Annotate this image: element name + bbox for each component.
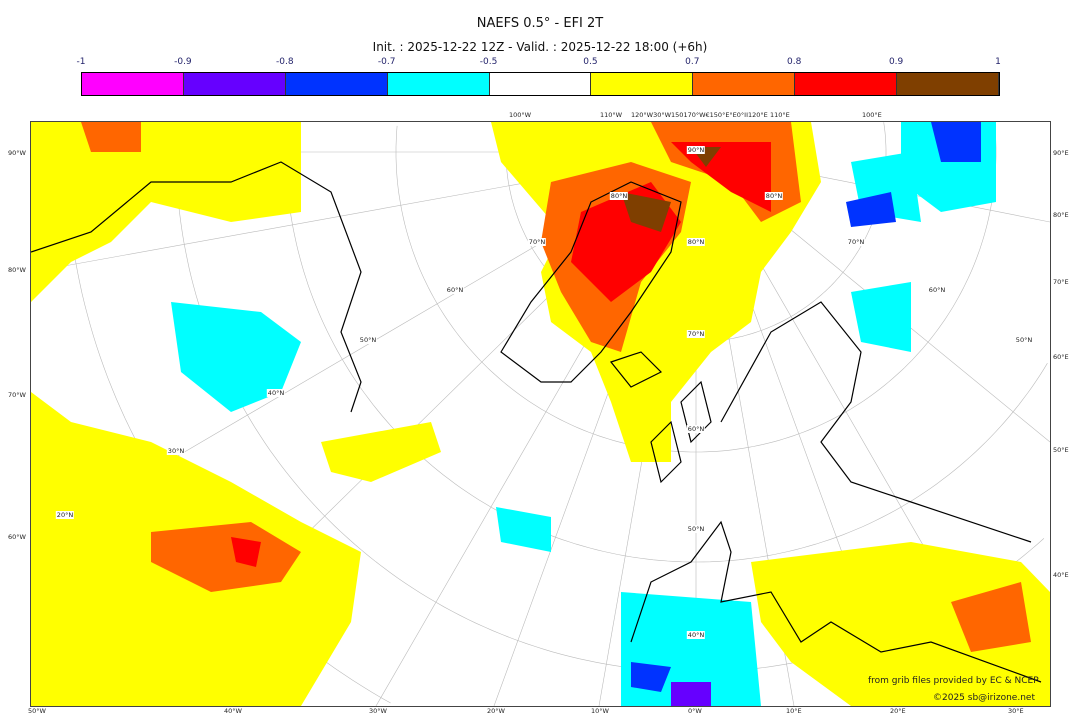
colorbar-swatch: [591, 73, 694, 95]
latitude-circle: [285, 123, 1048, 563]
axis-label-left: 70°W: [8, 391, 26, 399]
axis-label-bottom: 20°E: [890, 707, 906, 715]
colorbar-swatch: [183, 73, 286, 95]
axis-label-right: 40°E: [1053, 571, 1069, 579]
axis-label-bottom: 10°E: [786, 707, 802, 715]
latitude-label: 60°N: [927, 286, 947, 294]
axis-label-right: 80°E: [1053, 211, 1069, 219]
latitude-label: 40°N: [686, 631, 706, 639]
axis-label-left: 60°W: [8, 533, 26, 541]
map-area[interactable]: 90°N 80°N 80°N 70°N 80°N 70°N 60°N 60°N 70°N 50°N…: [30, 121, 1051, 707]
latitude-label: 70°N: [527, 238, 547, 246]
latitude-label: 70°N: [846, 238, 866, 246]
credit-source: from grib files provided by EC & NCEP: [868, 676, 1039, 686]
colorbar-tick: -0.8: [275, 57, 294, 67]
chart-subtitle: Init. : 2025-12-22 12Z - Valid. : 2025-1…: [372, 40, 708, 54]
efi-purple: [671, 682, 711, 706]
chart-title: NAEFS 0.5° - EFI 2T: [476, 16, 604, 31]
latitude-label: 50°N: [686, 525, 706, 533]
colorbar-swatch: [82, 73, 184, 95]
axis-label-right: 70°E: [1053, 278, 1069, 286]
axis-label-bottom: 10°W: [591, 707, 609, 715]
axis-label-bottom: 30°W: [369, 707, 387, 715]
axis-label-bottom: 50°W: [28, 707, 46, 715]
colorbar-tick: 0.9: [888, 57, 904, 67]
axis-label-left: 80°W: [8, 266, 26, 274]
efi-blue: [631, 122, 981, 692]
colorbar: [81, 72, 1000, 96]
latitude-label: 80°N: [764, 192, 784, 200]
axis-label-left: 90°W: [8, 149, 26, 157]
coastlines: [31, 161, 1042, 683]
axis-label-top: 120°W30°W150170°W€150°E°E0°II120°E: [631, 111, 768, 119]
axis-label-top: 100°E: [862, 111, 882, 119]
axis-label-right: 60°E: [1053, 353, 1069, 361]
latitude-label: 80°N: [686, 238, 706, 246]
axis-label-bottom: 30°E: [1008, 707, 1024, 715]
colorbar-tick: 0.8: [787, 57, 802, 67]
latitude-label: 60°N: [686, 425, 706, 433]
colorbar-swatch: [693, 73, 796, 95]
colorbar-tick: 0.7: [685, 57, 700, 67]
latitude-label: 90°N: [686, 146, 706, 154]
latitude-label: 50°N: [1014, 336, 1034, 344]
colorbar-swatch: [795, 73, 898, 95]
latitude-circle: [395, 125, 997, 453]
axis-label-top: 100°W: [509, 111, 532, 119]
latitude-label: 80°N: [609, 192, 629, 200]
latitude-label: 40°N: [266, 389, 286, 397]
colorbar-tick: 1: [995, 57, 1001, 67]
latitude-label: 30°N: [166, 447, 186, 455]
credit-copyright: ©2025 sb@irizone.net: [933, 693, 1035, 703]
latitude-label: 20°N: [55, 511, 75, 519]
colorbar-swatch: [387, 73, 490, 95]
latitude-label: 60°N: [445, 286, 465, 294]
latitude-label: 50°N: [358, 336, 378, 344]
colorbar-swatch: [489, 73, 592, 95]
colorbar-tick: -0.9: [174, 57, 192, 67]
axis-label-right: 90°E: [1053, 149, 1069, 157]
axis-label-bottom: 40°W: [224, 707, 242, 715]
axis-label-bottom: 0°W: [688, 707, 702, 715]
colorbar-tick: -1: [76, 57, 86, 67]
colorbar-swatch: [897, 73, 1000, 95]
latitude-circle: [883, 122, 887, 152]
axis-label-top: 110°E: [770, 111, 790, 119]
colorbar-swatch: [285, 73, 388, 95]
efi-map: [31, 122, 1050, 706]
axis-label-right: 50°E: [1053, 446, 1069, 454]
latitude-label: 70°N: [686, 330, 706, 338]
axis-label-bottom: 20°W: [487, 707, 505, 715]
colorbar-tick: -0.5: [479, 57, 498, 67]
colorbar-tick: 0.5: [583, 57, 598, 67]
axis-label-top: 110°W: [600, 111, 623, 119]
colorbar-tick: -0.7: [377, 57, 396, 67]
